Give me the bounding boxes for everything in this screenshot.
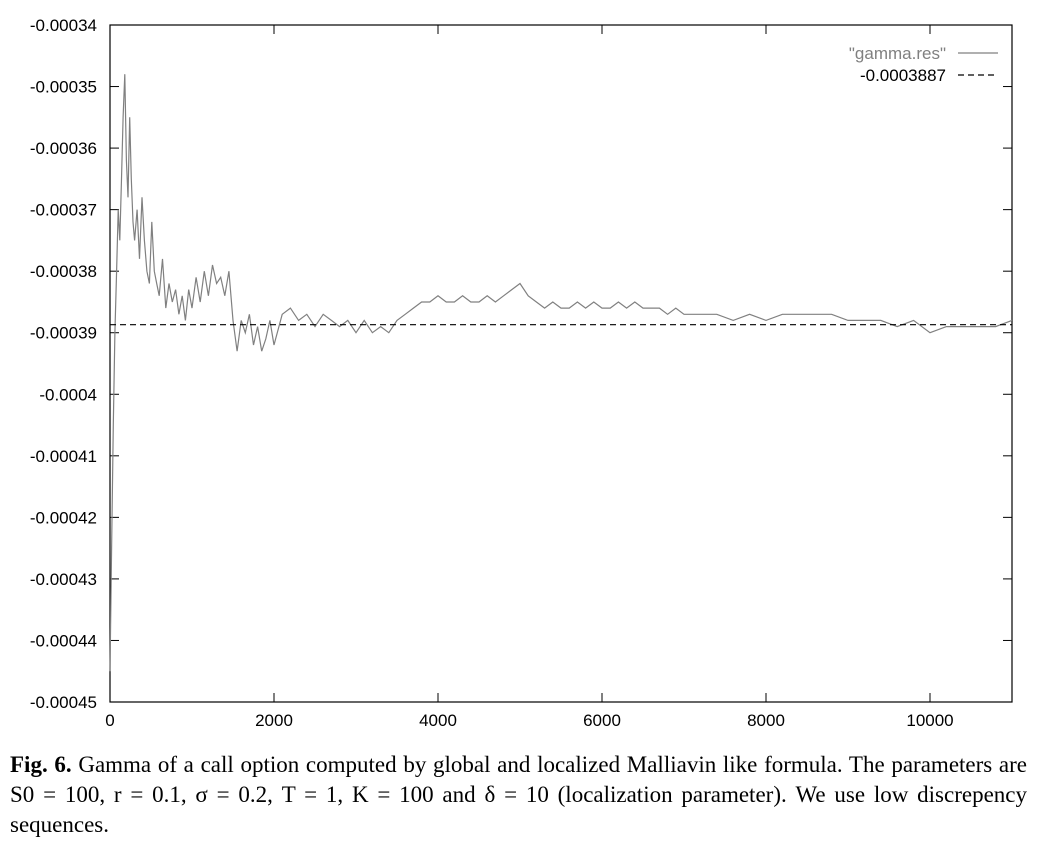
y-tick-label: -0.00044 [30, 631, 97, 650]
y-tick-label: -0.00039 [30, 324, 97, 343]
legend: "gamma.res" -0.0003887 [849, 44, 998, 85]
y-axis-ticks: -0.00034 -0.00035 -0.00036 -0.00037 -0.00038… [30, 16, 1012, 712]
y-tick-label: -0.00036 [30, 139, 97, 158]
series-layer [109, 74, 1013, 672]
y-tick-label: -0.00037 [30, 201, 97, 220]
legend-label: -0.0003887 [860, 66, 946, 85]
figure-caption: Fig. 6. Gamma of a call option computed … [10, 750, 1027, 840]
chart: -0.00034 -0.00035 -0.00036 -0.00037 -0.00038… [30, 16, 1013, 730]
x-axis-ticks: 0 2000 4000 6000 8000 10000 [105, 25, 954, 730]
x-tick-label: 10000 [906, 711, 953, 730]
plot-frame [109, 24, 1013, 703]
y-tick-label: -0.00038 [30, 262, 97, 281]
y-tick-label: -0.00035 [30, 78, 97, 97]
series-line-gamma-res [109, 74, 1013, 672]
x-tick-label: 4000 [419, 711, 457, 730]
y-tick-label: -0.0004 [39, 385, 97, 404]
y-tick-label: -0.00042 [30, 508, 97, 527]
caption-text: Gamma of a call option computed by globa… [10, 752, 1027, 837]
x-tick-label: 6000 [583, 711, 621, 730]
legend-label: "gamma.res" [849, 44, 946, 63]
caption-label: Fig. 6. [10, 752, 72, 777]
y-tick-label: -0.00034 [30, 16, 97, 35]
y-tick-label: -0.00043 [30, 570, 97, 589]
x-tick-label: 2000 [255, 711, 293, 730]
y-tick-label: -0.00045 [30, 693, 97, 712]
x-tick-label: 0 [105, 711, 114, 730]
y-tick-label: -0.00041 [30, 447, 97, 466]
x-tick-label: 8000 [747, 711, 785, 730]
